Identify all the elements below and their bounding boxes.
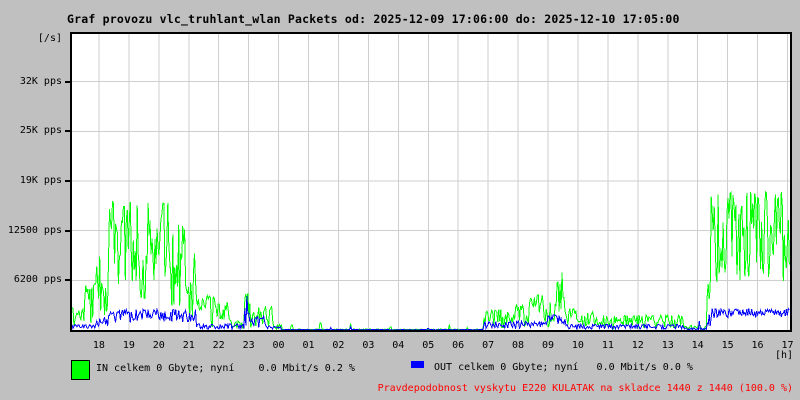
- in-series-line: [72, 190, 790, 330]
- x-axis-tick-label: 21: [182, 340, 195, 351]
- x-axis-tick-label: 22: [212, 340, 225, 351]
- x-axis-tick-label: 14: [691, 340, 704, 351]
- legend-in-swatch: [71, 360, 90, 380]
- x-axis-tick-label: 09: [541, 340, 555, 351]
- x-axis-unit-label: [h]: [774, 350, 793, 361]
- y-axis-tick-label: 19K pps: [19, 175, 62, 186]
- y-axis-tick-mark: [65, 279, 70, 282]
- x-axis-tick-label: 06: [452, 340, 465, 351]
- x-axis-tick-label: 17: [781, 340, 794, 351]
- x-axis-tick-label: 12: [631, 340, 644, 351]
- y-axis-tick-label: 6200 pps: [13, 274, 62, 286]
- y-axis-tick-label: 32K pps: [19, 75, 62, 87]
- y-axis-tick-mark: [65, 180, 70, 182]
- x-axis-tick-label: 05: [422, 340, 435, 351]
- out-series-line: [72, 295, 790, 330]
- status-line: Pravdepodobnost vyskytu E220 KULATAK na …: [377, 383, 793, 394]
- x-axis-tick-label: 16: [751, 340, 764, 351]
- y-axis-tick-mark: [65, 130, 70, 133]
- x-axis-tick-label: 11: [601, 340, 614, 351]
- plot-area: [70, 32, 792, 332]
- x-axis-tick-label: 15: [721, 340, 734, 351]
- y-axis-tick-mark: [65, 80, 70, 83]
- x-axis-tick-label: 13: [661, 340, 674, 351]
- traffic-chart: [72, 34, 790, 330]
- y-axis-tick-mark: [65, 229, 70, 232]
- x-axis-tick-label: 07: [482, 340, 495, 351]
- legend-out-label: OUT celkem 0 Gbyte; nyní 0.0 Mbit/s 0.0 …: [434, 362, 693, 373]
- y-axis-unit-label: [/s]: [37, 33, 62, 44]
- graph-title: Graf provozu vlc_truhlant_wlan Packets o…: [67, 12, 680, 26]
- x-axis-tick-label: 04: [392, 340, 405, 351]
- x-axis-tick-label: 18: [92, 340, 105, 351]
- x-axis-tick-label: 00: [272, 340, 285, 351]
- x-axis-tick-label: 23: [242, 340, 255, 351]
- x-axis-tick-label: 10: [571, 340, 584, 351]
- y-axis-tick-label: 25K pps: [19, 125, 62, 137]
- x-axis-tick-label: 02: [332, 340, 345, 351]
- x-axis-tick-label: 08: [512, 340, 525, 351]
- x-axis-tick-label: 01: [302, 340, 315, 351]
- x-axis-tick-label: 20: [152, 340, 165, 351]
- x-axis-tick-label: 19: [122, 340, 135, 351]
- legend-out-swatch: [411, 361, 424, 368]
- legend-in-label: IN celkem 0 Gbyte; nyní 0.0 Mbit/s 0.2 %: [96, 363, 355, 374]
- x-axis-tick-label: 03: [362, 340, 375, 351]
- y-axis-tick-label: 12500 pps: [7, 224, 62, 236]
